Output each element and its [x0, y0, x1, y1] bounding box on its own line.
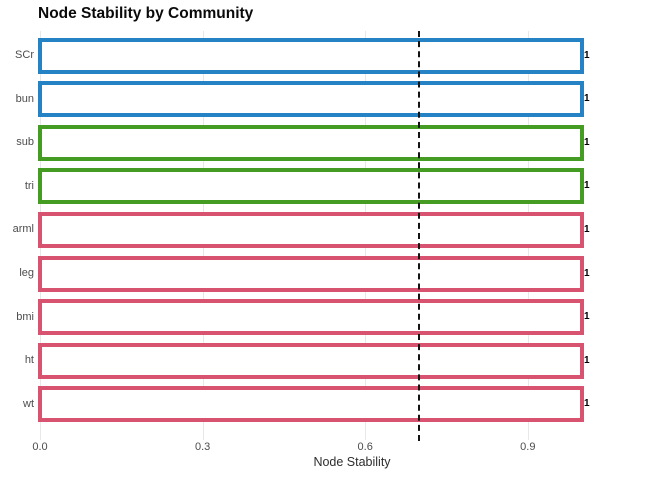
bar-bun — [38, 81, 584, 118]
value-label-arml: 1 — [584, 223, 590, 235]
chart-title: Node Stability by Community — [38, 5, 254, 22]
value-label-tri: 1 — [584, 180, 590, 192]
reference-line — [418, 31, 421, 441]
bar-tri — [38, 168, 584, 205]
category-label-bmi: bmi — [16, 310, 34, 323]
bar-sub — [38, 124, 584, 161]
x-tick-label-0.3: 0.3 — [194, 441, 211, 453]
value-label-bun: 1 — [584, 93, 590, 105]
value-label-sub: 1 — [584, 136, 590, 148]
category-label-arml: arml — [12, 223, 34, 236]
category-label-leg: leg — [19, 267, 34, 279]
value-label-leg: 1 — [584, 267, 590, 279]
category-label-tri: tri — [24, 179, 34, 192]
bar-wt — [38, 386, 584, 423]
bar-arml — [38, 211, 584, 248]
bar-bmi — [38, 299, 584, 336]
value-label-ht: 1 — [584, 354, 590, 366]
category-label-sub: sub — [16, 136, 34, 149]
category-label-bun: bun — [15, 92, 34, 105]
category-label-SCr: SCr — [15, 49, 34, 61]
x-tick-label-0.9: 0.9 — [520, 441, 536, 453]
value-label-SCr: 1 — [584, 49, 590, 61]
x-tick-label-0.0: 0.0 — [32, 441, 48, 453]
bar-SCr — [38, 37, 584, 74]
bar-ht — [38, 342, 584, 379]
value-label-bmi: 1 — [584, 311, 590, 323]
category-label-ht: ht — [24, 354, 34, 367]
x-tick-label-0.6: 0.6 — [357, 441, 373, 453]
value-label-wt: 1 — [584, 398, 590, 410]
category-label-wt: wt — [23, 397, 34, 410]
x-axis-title: Node Stability — [313, 455, 391, 469]
bar-leg — [38, 255, 584, 292]
